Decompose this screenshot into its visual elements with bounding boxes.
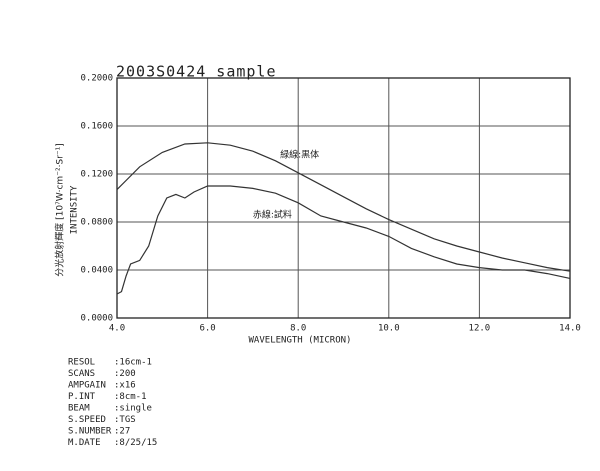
info-value: :8cm-1: [114, 392, 147, 402]
y-tick-label: 0.2000: [80, 74, 113, 84]
info-value: :200: [114, 369, 136, 379]
y-tick-label: 0.0000: [80, 314, 113, 324]
annotation: 赤線:試料: [253, 208, 292, 220]
info-value: :TGS: [114, 415, 136, 425]
x-tick-label: 4.0: [109, 324, 125, 334]
info-value: :27: [114, 427, 130, 437]
info-value: :16cm-1: [114, 358, 152, 368]
info-key: S.SPEED: [68, 415, 106, 425]
line-series: [116, 185, 571, 295]
x-tick-label: 12.0: [469, 324, 491, 334]
y-tick-label: 0.0400: [80, 266, 113, 276]
info-key: RESOL: [68, 358, 95, 368]
info-key: SCANS: [68, 369, 95, 379]
chart-title: 2003S0424 sample: [116, 63, 277, 81]
plot-frame: [116, 77, 571, 319]
annotation: 緑線:黒体: [280, 148, 319, 160]
info-value: :8/25/15: [114, 438, 157, 448]
x-tick-label: 6.0: [199, 324, 215, 334]
info-value: :x16: [114, 381, 136, 391]
info-key: AMPGAIN: [68, 381, 106, 391]
x-tick-label: 8.0: [290, 324, 306, 334]
info-key: M.DATE: [68, 438, 101, 448]
y-tick-label: 0.1200: [80, 170, 113, 180]
x-axis-label: WAVELENGTH (MICRON): [249, 336, 352, 346]
y-axis-label: INTENSITY: [70, 185, 80, 234]
y-tick-label: 0.1600: [80, 122, 113, 132]
y-axis-label-jp: 分光放射輝度 [10⁷W·cm⁻²·Sr⁻¹]: [54, 143, 66, 276]
info-key: S.NUMBER: [68, 427, 112, 437]
x-tick-label: 14.0: [559, 324, 581, 334]
line-series: [116, 142, 571, 272]
info-key: P.INT: [68, 392, 96, 402]
info-key: BEAM: [68, 404, 90, 414]
y-tick-label: 0.0800: [80, 218, 113, 228]
info-value: :single: [114, 404, 152, 414]
x-tick-label: 10.0: [378, 324, 400, 334]
